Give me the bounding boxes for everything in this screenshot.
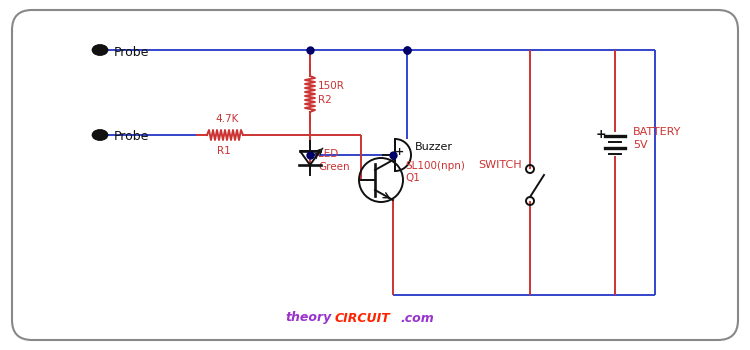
Text: R1: R1 (217, 146, 231, 156)
FancyBboxPatch shape (12, 10, 738, 340)
Text: theory: theory (285, 312, 332, 324)
Text: Probe: Probe (114, 46, 149, 58)
Text: +: + (596, 127, 606, 140)
Ellipse shape (92, 130, 108, 140)
Text: R2: R2 (318, 95, 332, 105)
Text: 4.7K: 4.7K (215, 114, 238, 124)
Text: BATTERY: BATTERY (633, 127, 681, 137)
Text: 5V: 5V (633, 140, 647, 150)
Text: Green: Green (318, 162, 350, 172)
Text: LED: LED (318, 149, 338, 159)
Text: SWITCH: SWITCH (478, 160, 522, 170)
Text: Buzzer: Buzzer (415, 142, 453, 152)
Ellipse shape (92, 44, 108, 56)
Text: Q1: Q1 (405, 173, 420, 183)
Text: CIRCUIT: CIRCUIT (335, 312, 391, 324)
Text: 150R: 150R (318, 81, 345, 91)
Text: Probe: Probe (114, 131, 149, 144)
Text: .com: .com (400, 312, 433, 324)
Text: SL100(npn): SL100(npn) (405, 161, 465, 171)
Text: +: + (394, 147, 404, 157)
